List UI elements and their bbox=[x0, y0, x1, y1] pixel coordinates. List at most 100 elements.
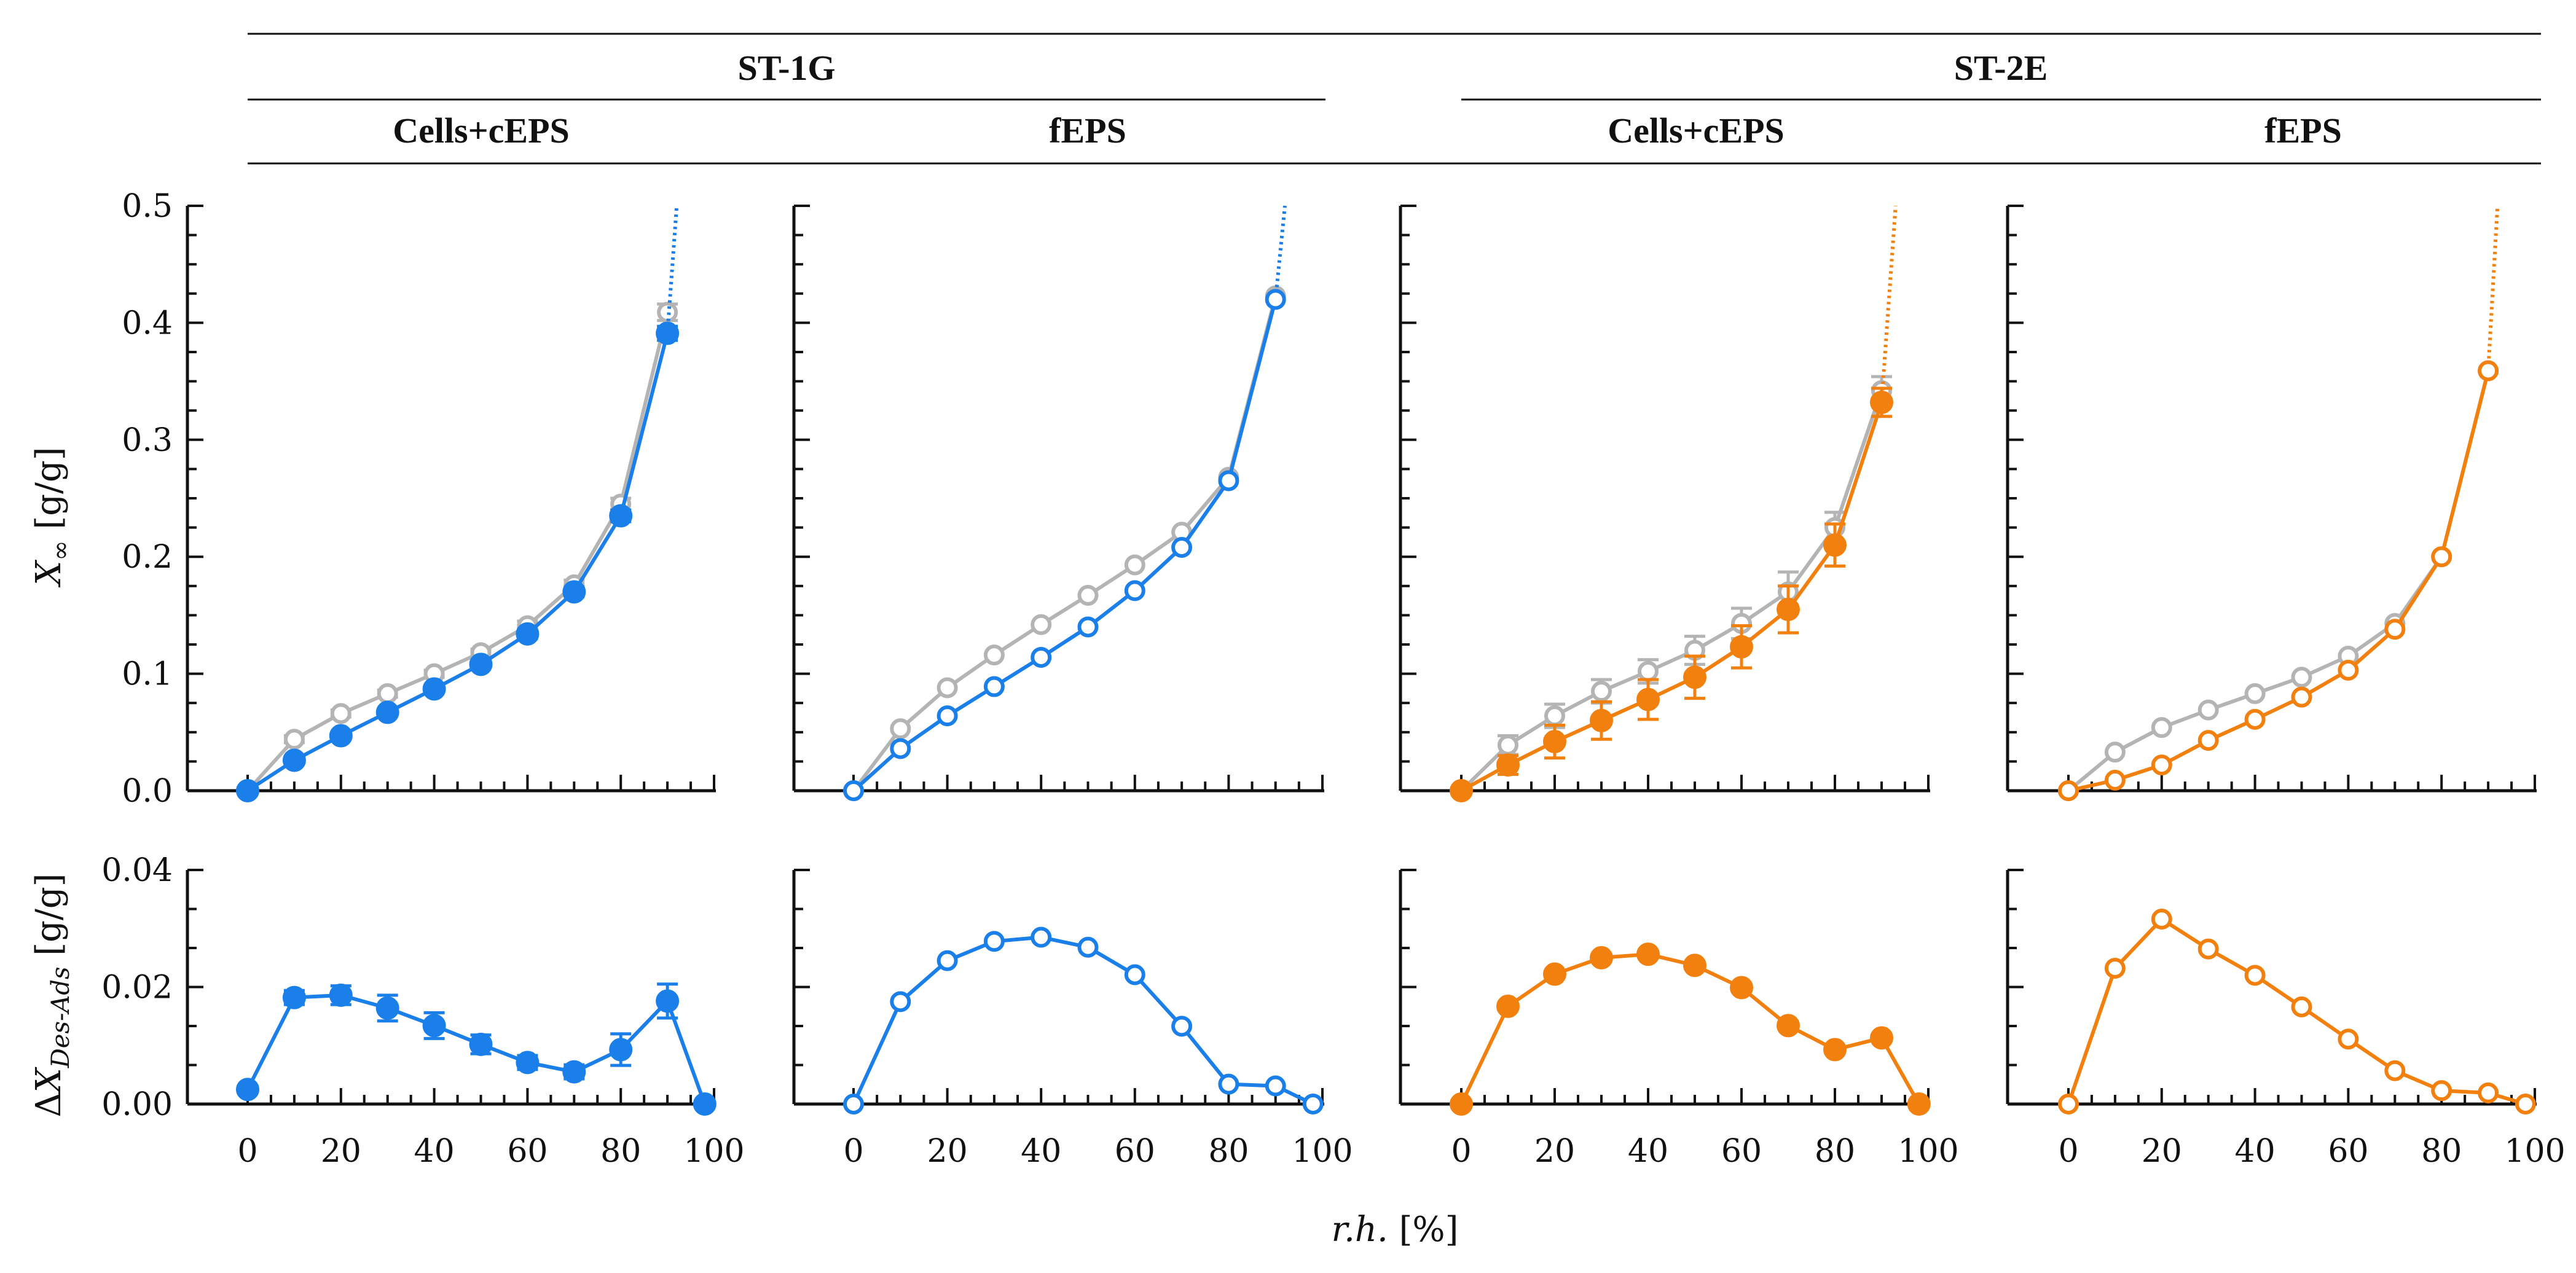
data-point bbox=[282, 748, 306, 772]
x-tick-label: 100 bbox=[2504, 1133, 2565, 1170]
bottom-y-label-sub: Des-Ads bbox=[47, 966, 75, 1068]
data-point bbox=[1171, 1016, 1193, 1037]
data-point bbox=[609, 504, 633, 528]
y-tick-label: 0.0 bbox=[122, 773, 173, 810]
data-point bbox=[1031, 646, 1052, 668]
data-point bbox=[1218, 1073, 1239, 1095]
data-point bbox=[2104, 958, 2126, 979]
x-tick-label: 100 bbox=[683, 1133, 744, 1170]
series-line bbox=[1459, 390, 1883, 793]
data-point bbox=[1543, 962, 1566, 986]
data-point bbox=[1590, 708, 1613, 732]
data-point bbox=[2244, 965, 2266, 986]
data-point bbox=[236, 779, 259, 802]
data-point bbox=[2291, 996, 2312, 1017]
series-desorption bbox=[2058, 360, 2499, 801]
data-point bbox=[2244, 708, 2266, 730]
panel-top-3 bbox=[1399, 205, 1930, 802]
data-point bbox=[330, 703, 351, 724]
data-point bbox=[375, 996, 399, 1020]
data-point bbox=[1124, 554, 1145, 576]
extrapolation-line bbox=[2486, 205, 2500, 371]
data-point bbox=[2338, 1028, 2359, 1050]
series-difference bbox=[1450, 942, 1931, 1116]
data-point bbox=[236, 1078, 259, 1102]
data-point bbox=[1590, 946, 1613, 969]
y-tick-label: 0.02 bbox=[101, 969, 173, 1006]
series-adsorption bbox=[236, 205, 680, 802]
bottom-y-label-main: X bbox=[29, 1067, 69, 1095]
data-point bbox=[1124, 580, 1145, 601]
y-tick-label: 0.3 bbox=[122, 422, 173, 459]
series-line bbox=[2068, 370, 2491, 793]
series-difference bbox=[2058, 909, 2536, 1114]
data-point bbox=[1683, 665, 1706, 689]
data-point bbox=[693, 1092, 717, 1116]
y-tick-label: 0.5 bbox=[122, 188, 173, 225]
series-desorption bbox=[1451, 375, 1892, 801]
subgroup-label-st1g-cells: Cells+cEPS bbox=[393, 111, 570, 151]
data-point bbox=[983, 676, 1005, 697]
panel-bottom-4: 0 20 40 60 80 100 bbox=[2006, 869, 2566, 1170]
data-point bbox=[2515, 1094, 2536, 1114]
data-point bbox=[2478, 360, 2499, 382]
series-adsorption bbox=[1450, 205, 1898, 802]
y-tick-label: 0.04 bbox=[101, 852, 173, 889]
x-tick-label: 60 bbox=[2328, 1133, 2368, 1170]
data-point bbox=[890, 718, 911, 740]
subgroup-label-st2e-feps: fEPS bbox=[2264, 111, 2342, 151]
x-tick-label: 80 bbox=[1208, 1133, 1249, 1170]
data-point bbox=[2104, 742, 2126, 763]
series-desorption bbox=[237, 302, 678, 801]
data-point bbox=[1638, 660, 1659, 682]
data-point bbox=[1450, 1092, 1473, 1116]
data-point bbox=[1636, 687, 1660, 711]
x-label-rh: r.h. bbox=[1331, 1210, 1388, 1250]
extrapolation-line bbox=[666, 205, 679, 334]
data-point bbox=[469, 1032, 493, 1056]
x-tick-label: 0 bbox=[843, 1133, 863, 1170]
extrapolation-line bbox=[1880, 205, 1898, 403]
data-point bbox=[609, 1038, 633, 1062]
data-point bbox=[2478, 1082, 2499, 1103]
data-point bbox=[657, 302, 678, 323]
x-tick-label: 100 bbox=[1292, 1133, 1353, 1170]
data-point bbox=[1031, 614, 1052, 635]
data-point bbox=[1730, 635, 1753, 659]
x-tick-label: 20 bbox=[321, 1133, 361, 1170]
series-line bbox=[246, 332, 670, 793]
series-line bbox=[246, 311, 670, 793]
data-point bbox=[2197, 699, 2219, 721]
data-point bbox=[2104, 769, 2126, 791]
data-point bbox=[2058, 1094, 2079, 1114]
panel-bottom-2: 0 20 40 60 80 100 bbox=[792, 869, 1353, 1170]
data-point bbox=[562, 1060, 586, 1084]
x-tick-label: 40 bbox=[1628, 1133, 1668, 1170]
y-tick-label: 0.1 bbox=[122, 656, 173, 693]
data-point bbox=[329, 983, 353, 1007]
data-point bbox=[1777, 1014, 1800, 1038]
data-point bbox=[1496, 753, 1520, 777]
data-point bbox=[1823, 533, 1847, 557]
data-point bbox=[2291, 667, 2312, 688]
data-point bbox=[1823, 1038, 1847, 1062]
series-adsorption bbox=[843, 205, 1287, 801]
x-tick-label: 20 bbox=[927, 1133, 968, 1170]
top-y-label-unit: [g/g] bbox=[29, 447, 69, 540]
data-point bbox=[983, 644, 1005, 666]
data-point bbox=[1543, 730, 1566, 754]
data-point bbox=[1591, 681, 1612, 702]
x-tick-label: 80 bbox=[2421, 1133, 2462, 1170]
top-y-axis-label: X∞ [g/g] bbox=[29, 447, 75, 587]
data-point bbox=[2244, 683, 2266, 704]
data-point bbox=[2431, 546, 2452, 568]
x-label-unit: [%] bbox=[1388, 1210, 1459, 1250]
series-difference bbox=[843, 926, 1324, 1114]
data-point bbox=[2197, 730, 2219, 751]
data-point bbox=[937, 950, 958, 971]
data-point bbox=[1907, 1092, 1931, 1116]
data-point bbox=[843, 1094, 864, 1114]
panel-top-1: 0.0 0.1 0.2 0.3 0.4 0.5 bbox=[122, 188, 716, 810]
data-point bbox=[2151, 754, 2172, 776]
